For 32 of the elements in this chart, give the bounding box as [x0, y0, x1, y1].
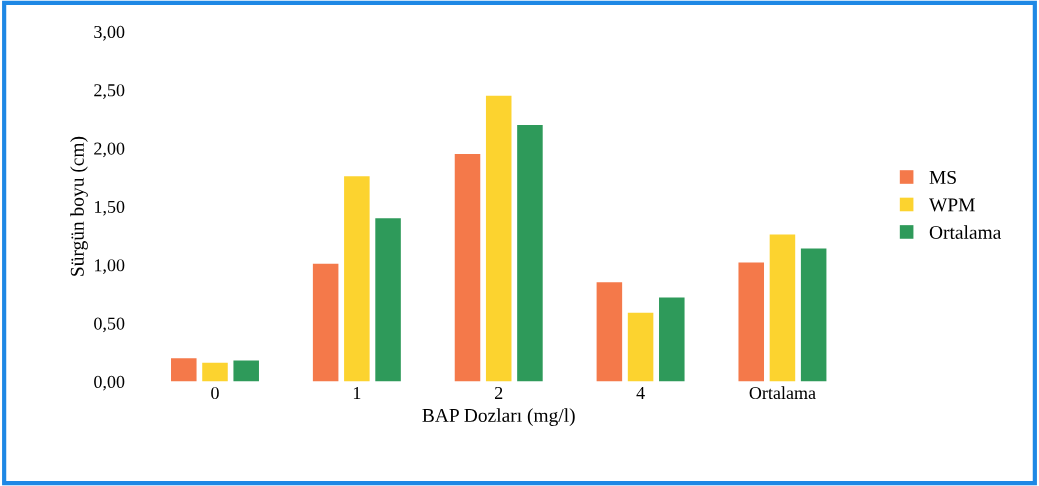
y-tick-label: 0,00 — [94, 375, 125, 391]
x-axis-title: BAP Dozları (mg/l) — [422, 408, 575, 426]
legend-label: MS — [929, 170, 956, 184]
y-axis-title: Sürgün boyu (cm) — [70, 136, 88, 276]
x-tick-label: 2 — [495, 386, 503, 399]
bar — [171, 358, 197, 382]
legend-label: Ortalama — [929, 225, 1002, 239]
x-tick-label: 0 — [211, 386, 219, 400]
bar — [202, 362, 228, 382]
y-tick-label: 1,50 — [95, 200, 125, 216]
bar — [485, 95, 512, 382]
y-tick-label: 2,50 — [94, 84, 125, 99]
bar — [738, 262, 764, 382]
y-tick-label: 3,00 — [94, 25, 125, 41]
bar — [517, 124, 543, 382]
legend-label: WPM — [929, 198, 975, 212]
x-tick-label: 4 — [636, 387, 645, 399]
y-tick-label: 1,00 — [95, 259, 125, 274]
bar — [627, 312, 654, 382]
bar — [659, 297, 685, 382]
bar — [375, 218, 401, 382]
bar — [596, 282, 623, 382]
bar — [344, 176, 370, 382]
y-tick-label: 2,00 — [94, 142, 125, 158]
bar — [769, 234, 796, 382]
bar — [454, 154, 481, 382]
x-tick-label: Ortalama — [749, 386, 816, 400]
x-tick-label: 1 — [353, 386, 361, 399]
bar — [233, 360, 259, 382]
bar — [312, 263, 339, 382]
bar — [800, 248, 827, 382]
y-tick-label: 0,50 — [94, 317, 125, 333]
